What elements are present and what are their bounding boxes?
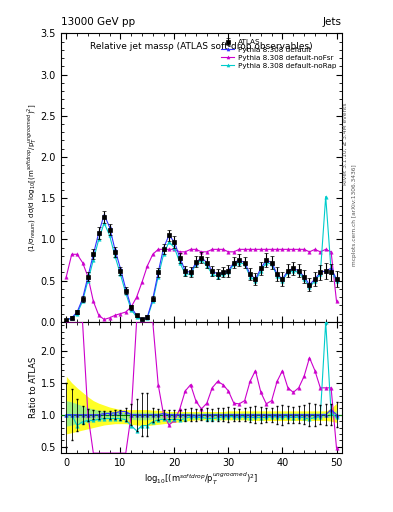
Text: Jets: Jets (323, 16, 342, 27)
Text: mcplots.cern.ch [arXiv:1306.3436]: mcplots.cern.ch [arXiv:1306.3436] (352, 164, 357, 266)
Y-axis label: (1/σ$_{resum}$) dσ/d log$_{10}$[(m$^{soft drop}$/p$_T^{ungroomed}$)$^2$]: (1/σ$_{resum}$) dσ/d log$_{10}$[(m$^{sof… (26, 103, 39, 252)
Line: Pythia 8.308 default: Pythia 8.308 default (64, 213, 338, 322)
Pythia 8.308 default (102, 211, 107, 218)
Line: Pythia 8.308 default-noFsr: Pythia 8.308 default-noFsr (64, 248, 338, 321)
Pythia 8.308 default (64, 317, 69, 324)
Pythia 8.308 default-noRap (323, 194, 328, 200)
Pythia 8.308 default-noRap (242, 261, 247, 267)
Pythia 8.308 default-noFsr (253, 246, 258, 252)
Pythia 8.308 default-noFsr (334, 298, 339, 304)
Pythia 8.308 default-noFsr (156, 246, 161, 252)
Pythia 8.308 default (129, 304, 134, 310)
Text: Rivet 3.1.10, ≥ 3.4M events: Rivet 3.1.10, ≥ 3.4M events (343, 102, 348, 185)
Pythia 8.308 default-noRap (334, 278, 339, 284)
Text: 13000 GeV pp: 13000 GeV pp (61, 16, 135, 27)
Pythia 8.308 default-noFsr (269, 246, 274, 252)
Pythia 8.308 default (264, 257, 269, 263)
Pythia 8.308 default-noRap (151, 298, 155, 304)
Pythia 8.308 default-noRap (259, 268, 263, 274)
Pythia 8.308 default-noRap (123, 290, 128, 296)
Pythia 8.308 default-noFsr (161, 246, 166, 252)
Text: Relative jet massρ (ATLAS soft-drop observables): Relative jet massρ (ATLAS soft-drop obse… (90, 42, 313, 51)
Line: Pythia 8.308 default-noRap: Pythia 8.308 default-noRap (64, 195, 338, 322)
Pythia 8.308 default-noRap (64, 317, 69, 324)
Pythia 8.308 default-noFsr (64, 273, 69, 280)
Pythia 8.308 default-noFsr (329, 249, 333, 255)
Pythia 8.308 default-noFsr (151, 251, 155, 258)
Pythia 8.308 default-noFsr (102, 316, 107, 323)
X-axis label: log$_{10}$[(m$^{soft drop}$/p$_T^{ungroomed}$)$^2$]: log$_{10}$[(m$^{soft drop}$/p$_T^{ungroo… (144, 471, 259, 487)
Pythia 8.308 default (156, 269, 161, 275)
Pythia 8.308 default (151, 296, 155, 302)
Pythia 8.308 default (334, 276, 339, 282)
Pythia 8.308 default-noFsr (129, 304, 134, 310)
Pythia 8.308 default-noRap (145, 315, 150, 321)
Pythia 8.308 default-noRap (329, 268, 333, 274)
Pythia 8.308 default (248, 271, 252, 277)
Pythia 8.308 default (329, 265, 333, 271)
Y-axis label: Ratio to ATLAS: Ratio to ATLAS (29, 357, 38, 418)
Legend: ATLAS, Pythia 8.308 default, Pythia 8.308 default-noFsr, Pythia 8.308 default-no: ATLAS, Pythia 8.308 default, Pythia 8.30… (219, 37, 338, 71)
